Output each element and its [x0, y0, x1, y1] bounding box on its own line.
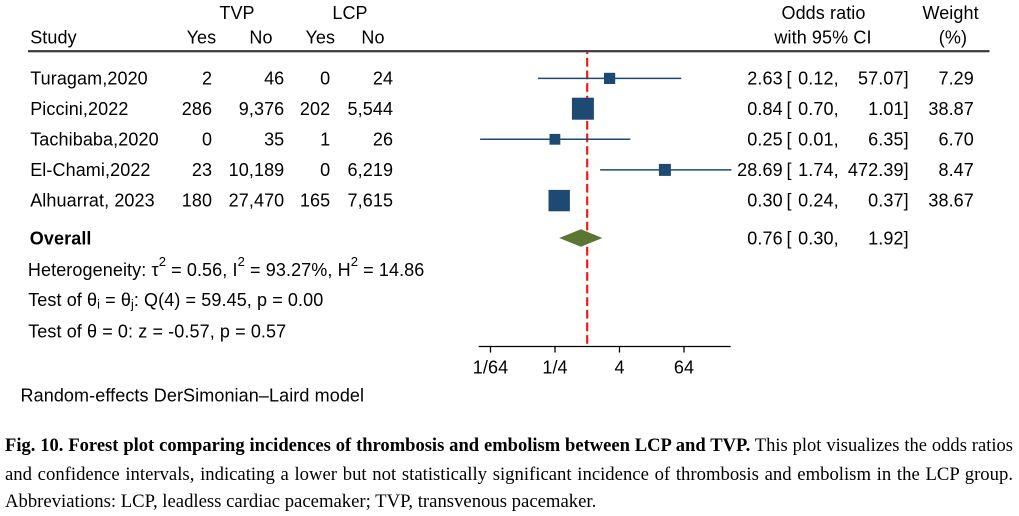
- svg-text:[: [: [787, 99, 792, 119]
- svg-text:0.84: 0.84: [747, 99, 782, 119]
- svg-text:Piccini,2022: Piccini,2022: [30, 99, 128, 119]
- svg-text:0: 0: [320, 69, 330, 89]
- svg-text:(%): (%): [939, 28, 967, 48]
- svg-text:38.67: 38.67: [928, 191, 974, 211]
- svg-text:286: 286: [182, 99, 212, 119]
- svg-text:[: [: [787, 191, 792, 211]
- svg-text:1/4: 1/4: [542, 357, 567, 377]
- svg-text:Odds ratio: Odds ratio: [781, 3, 865, 23]
- svg-text:2: 2: [202, 69, 212, 89]
- svg-text:0.01,: 0.01,: [798, 130, 839, 150]
- svg-text:Weight: Weight: [922, 3, 978, 23]
- svg-text:1.92]: 1.92]: [868, 228, 909, 248]
- svg-text:6,219: 6,219: [348, 160, 394, 180]
- svg-text:Study: Study: [30, 28, 77, 48]
- svg-text:5,544: 5,544: [348, 99, 394, 119]
- svg-text:9,376: 9,376: [239, 99, 285, 119]
- svg-text:0: 0: [320, 160, 330, 180]
- svg-text:[: [: [787, 160, 792, 180]
- svg-text:26: 26: [373, 130, 393, 150]
- svg-text:2.63: 2.63: [747, 69, 782, 89]
- svg-text:[: [: [787, 69, 792, 89]
- svg-text:Random-effects DerSimonian–Lai: Random-effects DerSimonian–Laird model: [21, 385, 365, 405]
- svg-text:24: 24: [373, 69, 393, 89]
- svg-text:6.35]: 6.35]: [868, 130, 909, 150]
- svg-text:Yes: Yes: [305, 28, 335, 48]
- svg-text:4: 4: [614, 357, 624, 377]
- svg-text:0: 0: [202, 130, 212, 150]
- svg-text:Tachibaba,2020: Tachibaba,2020: [30, 130, 159, 150]
- svg-text:1/64: 1/64: [473, 357, 508, 377]
- svg-text:[: [: [787, 130, 792, 150]
- svg-text:1: 1: [320, 130, 330, 150]
- svg-text:Test of θi = θj: Q(4) = 59.45,: Test of θi = θj: Q(4) = 59.45, p = 0.00: [28, 290, 323, 311]
- svg-text:10,189: 10,189: [229, 160, 285, 180]
- svg-text:0.30,: 0.30,: [798, 228, 839, 248]
- svg-text:202: 202: [300, 99, 330, 119]
- svg-text:No: No: [249, 28, 272, 48]
- svg-text:Heterogeneity: τ2 = 0.56, I2 =: Heterogeneity: τ2 = 0.56, I2 = 93.27%, H…: [28, 254, 425, 280]
- svg-text:7,615: 7,615: [348, 191, 394, 211]
- svg-text:El-Chami,2022: El-Chami,2022: [30, 160, 150, 180]
- svg-text:64: 64: [674, 357, 694, 377]
- svg-text:6.70: 6.70: [938, 130, 973, 150]
- svg-text:with 95% CI: with 95% CI: [773, 28, 871, 48]
- svg-text:35: 35: [264, 130, 284, 150]
- svg-text:165: 165: [300, 191, 330, 211]
- svg-text:472.39]: 472.39]: [848, 160, 909, 180]
- svg-text:27,470: 27,470: [229, 191, 285, 211]
- svg-text:LCP: LCP: [332, 3, 367, 23]
- svg-text:0.70,: 0.70,: [798, 99, 839, 119]
- svg-text:180: 180: [182, 191, 212, 211]
- svg-text:[: [: [787, 228, 792, 248]
- svg-text:0.76: 0.76: [747, 228, 782, 248]
- svg-text:8.47: 8.47: [938, 160, 973, 180]
- svg-text:Alhuarrat, 2023: Alhuarrat, 2023: [30, 191, 155, 211]
- svg-text:57.07]: 57.07]: [858, 69, 909, 89]
- svg-text:1.74,: 1.74,: [798, 160, 839, 180]
- svg-text:23: 23: [192, 160, 212, 180]
- svg-text:46: 46: [264, 69, 284, 89]
- svg-text:28.69: 28.69: [737, 160, 783, 180]
- svg-text:38.87: 38.87: [928, 99, 974, 119]
- svg-text:Yes: Yes: [187, 28, 217, 48]
- svg-text:TVP: TVP: [219, 3, 254, 23]
- svg-text:1.01]: 1.01]: [868, 99, 909, 119]
- svg-text:0.37]: 0.37]: [868, 191, 909, 211]
- svg-text:7.29: 7.29: [938, 69, 973, 89]
- svg-text:Test of θ = 0: z = -0.57, p =: Test of θ = 0: z = -0.57, p = 0.57: [28, 322, 286, 342]
- svg-text:0.25: 0.25: [747, 130, 782, 150]
- svg-text:Turagam,2020: Turagam,2020: [30, 69, 148, 89]
- svg-text:No: No: [361, 28, 384, 48]
- svg-text:0.12,: 0.12,: [798, 69, 839, 89]
- svg-text:0.30: 0.30: [747, 191, 782, 211]
- svg-text:0.24,: 0.24,: [798, 191, 839, 211]
- svg-text:Overall: Overall: [30, 228, 92, 248]
